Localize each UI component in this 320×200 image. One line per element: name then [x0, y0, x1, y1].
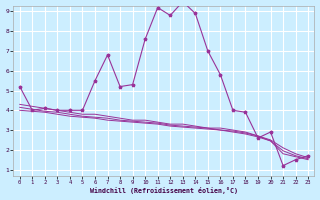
X-axis label: Windchill (Refroidissement éolien,°C): Windchill (Refroidissement éolien,°C) — [90, 187, 238, 194]
